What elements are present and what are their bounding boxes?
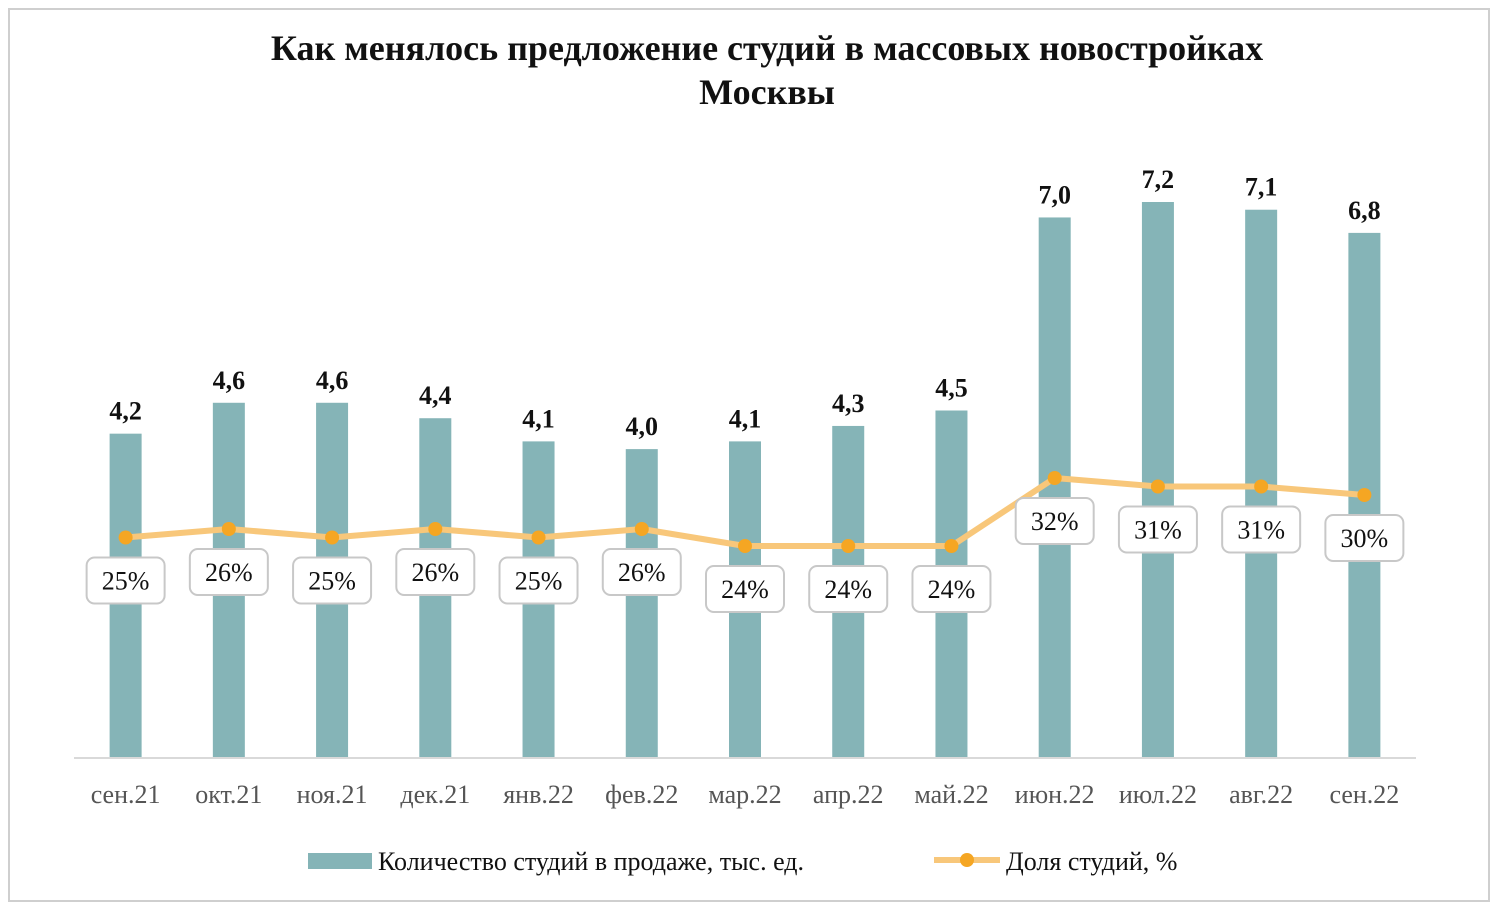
share-value-label: 31%	[1134, 516, 1182, 545]
share-value-label: 30%	[1341, 524, 1389, 553]
legend-line-label: Доля студий, %	[1006, 847, 1177, 876]
category-label: фев.22	[605, 780, 678, 809]
share-value-label: 24%	[824, 575, 872, 604]
bar-value-label: 4,4	[419, 381, 452, 410]
share-value-label: 26%	[411, 558, 459, 587]
share-value-label: 25%	[515, 567, 563, 596]
share-label-box	[498, 556, 579, 605]
category-label: май.22	[914, 780, 988, 809]
share-label-box	[292, 556, 373, 605]
bar-value-label: 4,1	[522, 404, 555, 433]
legend-line-marker	[960, 853, 974, 867]
share-label-box	[395, 548, 476, 596]
chart-title-line-1: Как менялось предложение студий в массов…	[270, 28, 1264, 68]
line-group: 25% 26% 25% 26% 25% 26% 24% 24% 24% 32% 31% 31% 30%	[85, 471, 1405, 613]
share-label-box	[188, 548, 269, 596]
share-point	[221, 522, 236, 536]
share-value-label: 26%	[618, 558, 666, 587]
share-label-box	[911, 565, 992, 613]
legend: Количество студий в продаже, тыс. ед. До…	[308, 847, 1177, 876]
share-label-box	[808, 565, 889, 613]
share-label-box	[705, 565, 785, 613]
legend-bar-swatch	[308, 853, 372, 869]
category-label: окт.21	[195, 780, 262, 809]
chart-title-line-2: Москвы	[699, 72, 835, 112]
bar-value-label: 7,2	[1142, 165, 1175, 194]
category-label: сен.22	[1329, 780, 1399, 809]
share-point	[1254, 479, 1269, 494]
share-value-label: 32%	[1031, 507, 1079, 536]
category-label: сен.21	[91, 780, 161, 809]
share-value-label: 25%	[102, 567, 150, 596]
share-label-box	[1014, 497, 1095, 545]
share-point	[1357, 488, 1372, 502]
share-label-box	[85, 556, 166, 605]
chart-title: Как менялось предложение студий в массов…	[0, 26, 1500, 114]
bar-value-label: 4,6	[213, 366, 246, 395]
bar-фев.22	[625, 449, 658, 758]
category-labels: сен.21 окт.21 ноя.21 дек.21 янв.22 фев.22 мар.…	[91, 780, 1400, 809]
category-label: апр.22	[813, 780, 884, 809]
bar-value-label: 7,1	[1245, 173, 1278, 202]
bar-value-label: 6,8	[1348, 196, 1381, 225]
share-point	[531, 530, 546, 545]
category-label: июн.22	[1015, 780, 1095, 809]
share-label-box	[601, 548, 682, 596]
category-label: ноя.21	[297, 780, 368, 809]
share-point	[738, 539, 752, 553]
bars-group: 4,2 4,6 4,6 4,4 4,1 4,0 4,1 4,3 4,5 7,0 7,2 7,1 6,8	[109, 165, 1381, 758]
share-point	[1047, 471, 1062, 485]
share-point	[841, 539, 856, 553]
share-point	[634, 522, 649, 536]
category-label: дек.21	[400, 780, 470, 809]
share-label-box	[1221, 505, 1302, 554]
share-point	[325, 530, 340, 545]
category-label: мар.22	[708, 780, 781, 809]
bar-value-label: 4,6	[316, 366, 349, 395]
share-value-label: 25%	[308, 567, 356, 596]
category-label: янв.22	[503, 780, 574, 809]
bar-value-label: 4,5	[935, 374, 968, 403]
bar-value-label: 4,0	[626, 412, 659, 441]
share-value-label: 26%	[205, 558, 253, 587]
share-point	[428, 522, 443, 536]
bar-value-label: 4,2	[109, 397, 142, 426]
share-point	[1150, 479, 1165, 494]
share-value-label: 24%	[721, 575, 769, 604]
bar-value-label: 4,3	[832, 389, 865, 418]
share-label-box	[1117, 505, 1198, 554]
legend-bar-label: Количество студий в продаже, тыс. ед.	[378, 847, 804, 876]
share-label-box	[1324, 514, 1405, 562]
bar-value-label: 7,0	[1038, 180, 1071, 209]
share-point	[944, 539, 959, 553]
share-value-label: 31%	[1237, 516, 1285, 545]
category-label: авг.22	[1229, 780, 1293, 809]
share-value-label: 24%	[928, 575, 976, 604]
bar-value-label: 4,1	[729, 404, 762, 433]
category-label: июл.22	[1119, 780, 1197, 809]
share-point	[118, 530, 133, 545]
